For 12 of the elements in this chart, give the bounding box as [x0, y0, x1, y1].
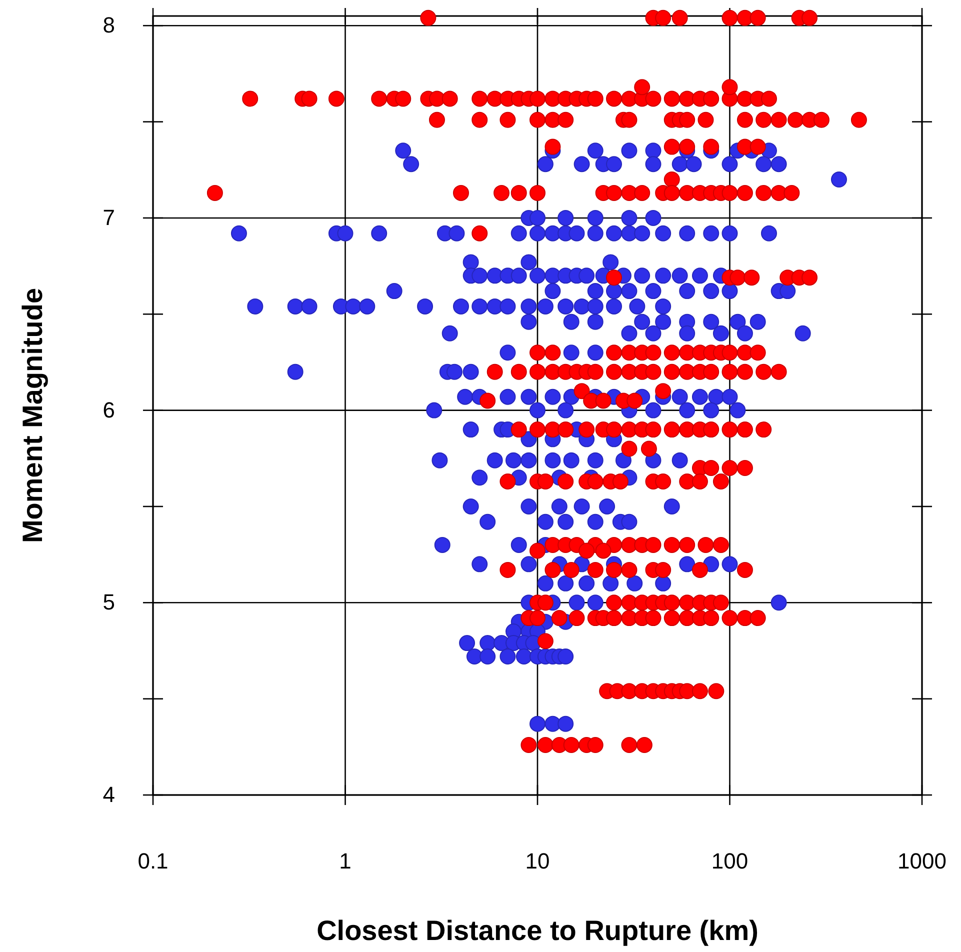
y-tick-label: 4 — [102, 782, 115, 808]
y-tick-label: 7 — [102, 205, 115, 230]
x-tick-label: 1000 — [898, 848, 946, 874]
x-axis-title: Closest Distance to Rupture (km) — [316, 915, 758, 946]
x-tick-label: 10 — [525, 848, 550, 874]
x-tick-label: 0.1 — [138, 848, 168, 874]
y-tick-label: 5 — [102, 590, 115, 615]
y-tick-label: 8 — [102, 12, 115, 38]
y-tick-label: 6 — [102, 397, 115, 422]
y-axis-title: Moment Magnitude — [17, 288, 48, 544]
x-tick-label: 1 — [339, 848, 352, 874]
x-tick-label: 100 — [711, 848, 748, 874]
